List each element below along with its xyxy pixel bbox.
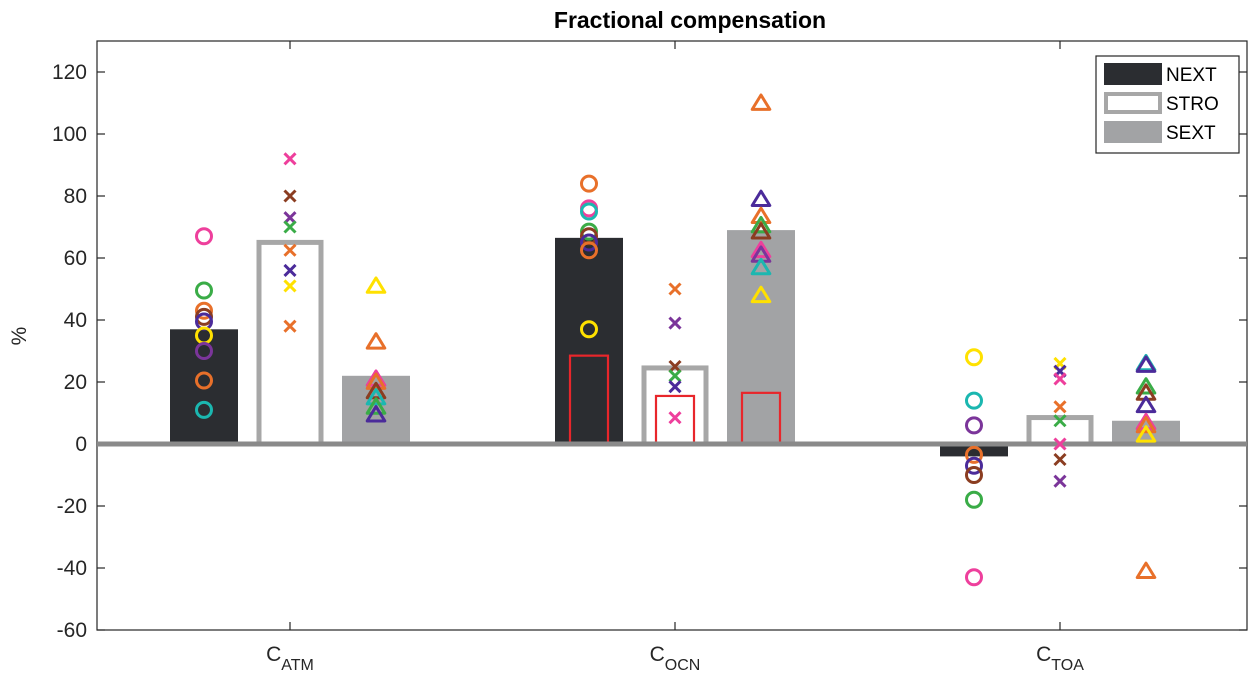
marker-cross [283, 189, 297, 203]
y-tick-label: 40 [64, 309, 87, 332]
marker-cross [1053, 372, 1067, 386]
marker-cross [1053, 474, 1067, 488]
y-tick-label: -60 [57, 619, 87, 642]
marker-cross [668, 316, 682, 330]
plot-area: -60 -40 -20 0 20 40 60 80 100 120 CATM COCN CTOA [52, 40, 1248, 674]
marker-triangle [365, 397, 387, 415]
y-tick-label: -20 [57, 495, 87, 518]
y-tick-label: -40 [57, 557, 87, 580]
marker-triangle [1135, 415, 1157, 434]
legend-label-sext: SEXT [1166, 123, 1216, 144]
marker-cross [668, 369, 682, 383]
y-axis-label: % [8, 327, 31, 346]
marker-cross [1053, 452, 1067, 467]
marker-triangle [1135, 561, 1157, 579]
marker-triangle [365, 405, 387, 423]
marker-circle [965, 391, 983, 410]
marker-circle [580, 202, 598, 221]
marker-triangle [365, 332, 387, 350]
marker-circle [195, 281, 213, 300]
legend-swatch-stro [1104, 92, 1162, 114]
marker-triangle [1135, 355, 1157, 373]
y-tick-label: 120 [52, 61, 87, 84]
marker-cross [668, 282, 682, 296]
marker-triangle [1135, 395, 1157, 414]
marker-triangle [750, 240, 772, 259]
marker-triangle [750, 257, 772, 276]
x-tick-label: CTOA [1036, 643, 1084, 674]
marker-circle [965, 348, 983, 367]
marker-circle [580, 233, 598, 252]
marker-circle [965, 456, 983, 475]
marker-triangle [750, 222, 772, 240]
y-tick-label: 60 [64, 247, 87, 270]
marker-circle [580, 174, 598, 193]
marker-triangle [1135, 425, 1157, 443]
marker-circle [195, 342, 213, 360]
marker-triangle [365, 276, 387, 294]
marker-circle [965, 445, 983, 464]
x-tick-label: CATM [266, 643, 314, 674]
axes-box [96, 40, 1248, 631]
marker-cross [1053, 437, 1067, 451]
bar-next-toa [940, 444, 1008, 457]
bar-sext-ocn [727, 230, 795, 444]
marker-circle [965, 490, 983, 509]
y-axis-label-group: % [8, 327, 31, 346]
marker-triangle [750, 189, 772, 207]
y-tick-label: 0 [75, 433, 87, 456]
legend-label-next: NEXT [1166, 65, 1217, 86]
bar-next-ocn [555, 237, 623, 444]
marker-cross [283, 279, 297, 293]
marker-triangle [1135, 377, 1157, 395]
y-tick-label: 100 [52, 123, 87, 146]
y-tick-label: 20 [64, 371, 87, 394]
marker-triangle [750, 206, 772, 225]
marker-cross [283, 243, 297, 257]
marker-circle [580, 320, 598, 339]
chart-legend: NEXT STRO SEXT [1095, 55, 1240, 154]
marker-triangle [750, 215, 772, 234]
marker-circle [195, 301, 213, 320]
marker-circle [965, 568, 983, 587]
legend-swatch-next [1104, 63, 1162, 85]
marker-triangle [750, 285, 772, 304]
marker-circle [965, 466, 983, 484]
marker-cross [1053, 400, 1067, 414]
legend-label-stro: STRO [1166, 94, 1219, 115]
marker-cross [1053, 414, 1067, 428]
legend-swatch-sext [1104, 121, 1162, 143]
x-tick-label: COCN [650, 643, 701, 674]
marker-cross [283, 152, 297, 166]
marker-circle [580, 241, 598, 260]
marker-circle [195, 371, 213, 390]
marker-circle [195, 227, 213, 246]
bar-stro-ocn [641, 365, 709, 447]
marker-triangle [365, 388, 387, 406]
marker-cross [668, 380, 682, 394]
marker-circle [195, 400, 213, 419]
marker-circle [965, 416, 983, 435]
marker-cross [283, 220, 297, 234]
marker-cross [283, 319, 297, 333]
y-tick-label: 80 [64, 185, 87, 208]
marker-triangle [750, 93, 772, 111]
bar-stro-atm [256, 239, 324, 447]
marker-cross [283, 263, 297, 277]
chart-title: Fractional compensation [554, 7, 826, 33]
marker-cross [668, 411, 682, 425]
